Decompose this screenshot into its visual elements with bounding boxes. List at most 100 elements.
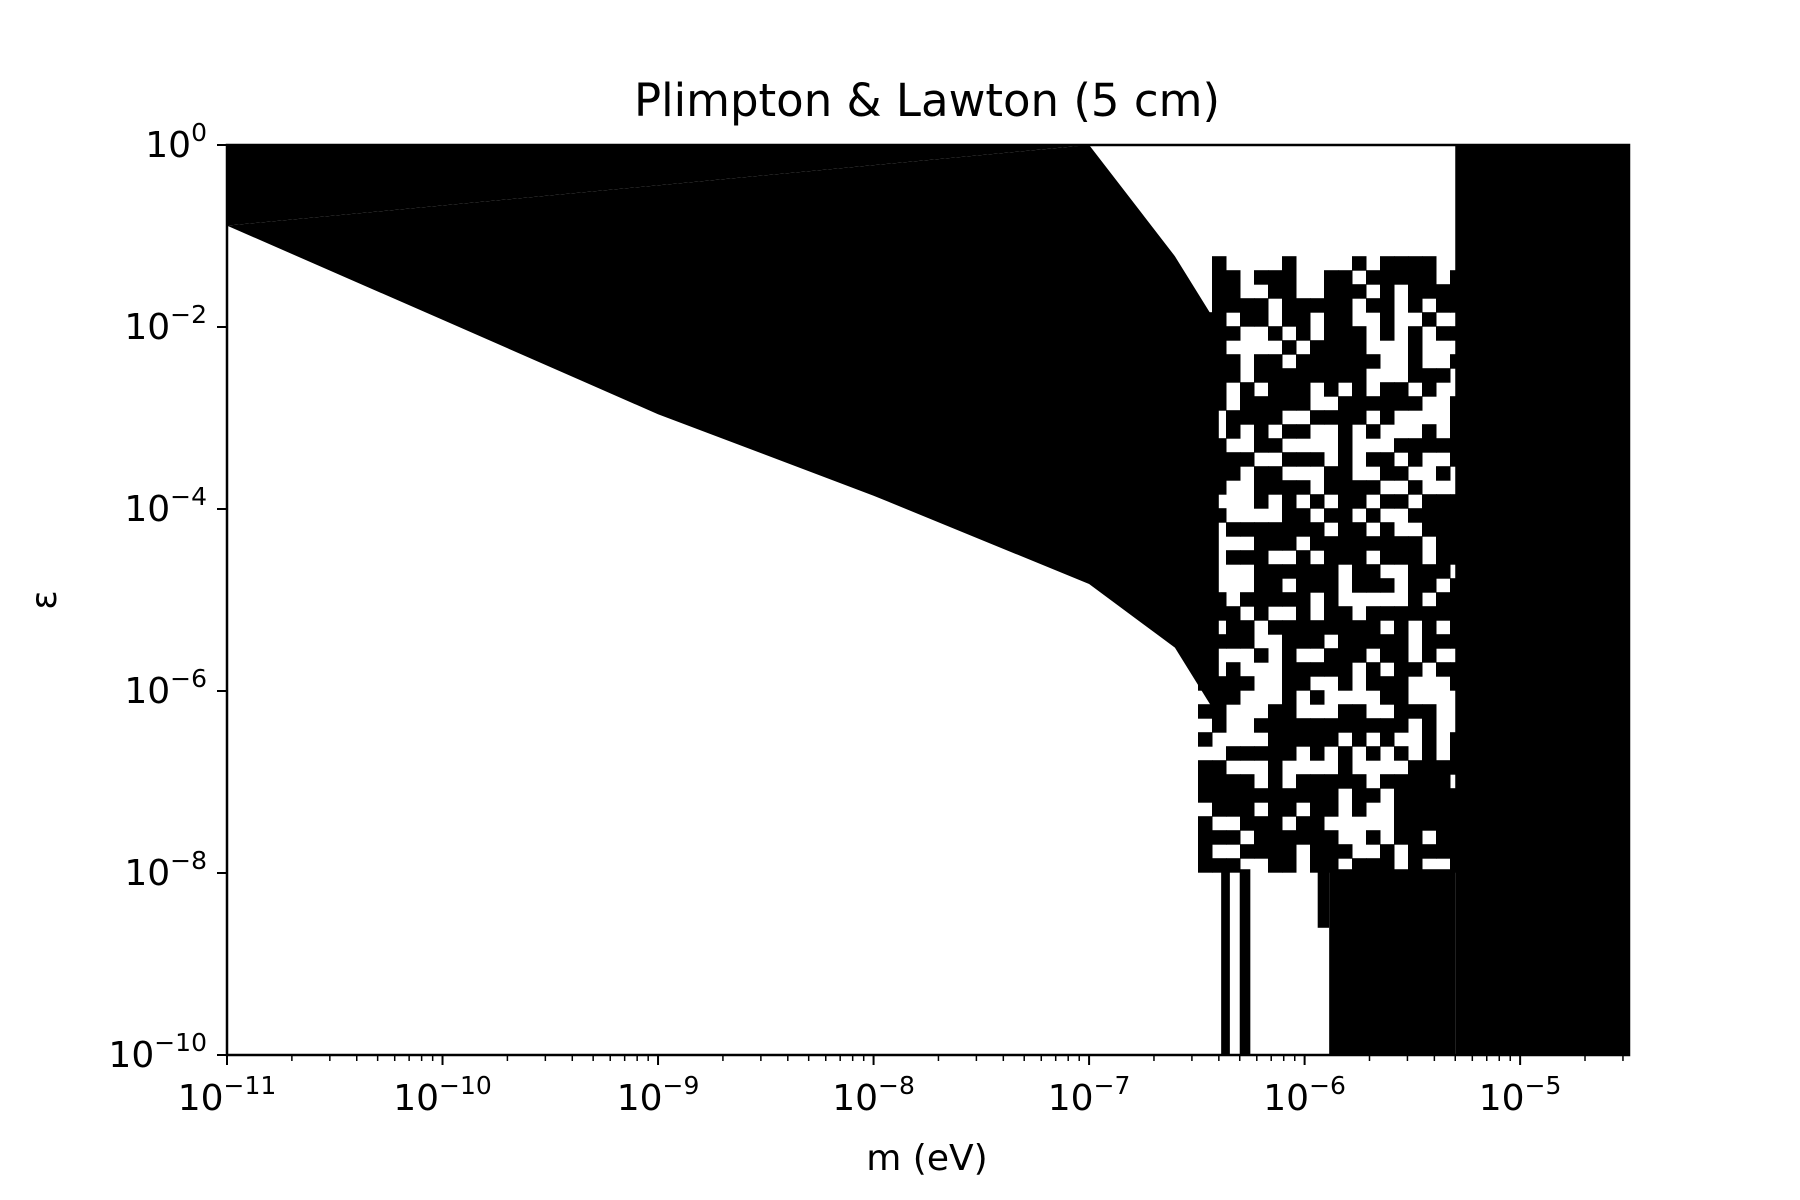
noisy-cell bbox=[1338, 284, 1353, 299]
y-tick-label: 10−10 bbox=[108, 1028, 207, 1076]
noisy-cell bbox=[1380, 522, 1395, 537]
noisy-cell bbox=[1282, 312, 1297, 327]
noisy-cell bbox=[1422, 774, 1437, 789]
noisy-cell bbox=[1352, 578, 1367, 593]
noisy-cell bbox=[1240, 774, 1255, 789]
noisy-cell bbox=[1450, 760, 1465, 775]
noisy-cell bbox=[1268, 368, 1283, 383]
noisy-cell bbox=[1450, 620, 1465, 635]
noisy-cell bbox=[1352, 564, 1367, 579]
noisy-cell bbox=[1254, 270, 1269, 285]
noisy-cell bbox=[1338, 774, 1353, 789]
noisy-cell bbox=[1380, 284, 1395, 299]
noisy-cell bbox=[1422, 494, 1437, 509]
noisy-cell bbox=[1324, 788, 1339, 803]
noisy-cell bbox=[1450, 844, 1465, 859]
noisy-cell bbox=[1310, 620, 1325, 635]
noisy-cell bbox=[1436, 284, 1451, 299]
noisy-cell bbox=[1408, 858, 1423, 873]
noisy-cell bbox=[1450, 284, 1465, 299]
noisy-cell bbox=[1226, 466, 1241, 481]
noisy-cell bbox=[1422, 844, 1437, 859]
noisy-cell bbox=[1268, 844, 1283, 859]
noisy-cell bbox=[1212, 634, 1227, 649]
noisy-cell bbox=[1296, 368, 1311, 383]
noisy-cell bbox=[1282, 536, 1297, 551]
noisy-cell bbox=[1380, 452, 1395, 467]
noisy-cell bbox=[1254, 354, 1269, 369]
noisy-cell bbox=[1352, 536, 1367, 551]
y-tick-label: 10−6 bbox=[124, 664, 207, 712]
noisy-cell bbox=[1380, 732, 1395, 747]
noisy-cell bbox=[1240, 844, 1255, 859]
noisy-cell bbox=[1268, 760, 1283, 775]
noisy-cell bbox=[1254, 592, 1269, 607]
noisy-cell bbox=[1226, 284, 1241, 299]
noisy-cell bbox=[1198, 354, 1213, 369]
noisy-cell bbox=[1254, 298, 1269, 313]
noisy-cell bbox=[1212, 326, 1227, 341]
noisy-cell bbox=[1394, 648, 1409, 663]
noisy-cell bbox=[1380, 844, 1395, 859]
noisy-cell bbox=[1380, 578, 1395, 593]
noisy-cell bbox=[1268, 578, 1283, 593]
noisy-cell bbox=[1296, 382, 1311, 397]
noisy-cell bbox=[1352, 732, 1367, 747]
noisy-cell bbox=[1394, 802, 1409, 817]
noisy-cell bbox=[1198, 368, 1213, 383]
noisy-cell bbox=[1296, 298, 1311, 313]
noisy-cell bbox=[1338, 326, 1353, 341]
noisy-cell bbox=[1324, 648, 1339, 663]
noisy-cell bbox=[1436, 536, 1451, 551]
noisy-cell bbox=[1310, 788, 1325, 803]
noisy-cell bbox=[1352, 340, 1367, 355]
noisy-cell bbox=[1268, 718, 1283, 733]
noisy-cell bbox=[1450, 550, 1465, 565]
noisy-cell bbox=[1226, 354, 1241, 369]
noisy-cell bbox=[1338, 746, 1353, 761]
noisy-cell bbox=[1268, 858, 1283, 873]
noisy-cell bbox=[1352, 634, 1367, 649]
noisy-cell bbox=[1212, 830, 1227, 845]
noisy-cell bbox=[1296, 312, 1311, 327]
noisy-cell bbox=[1226, 368, 1241, 383]
noisy-cell bbox=[1198, 830, 1213, 845]
noisy-cell bbox=[1296, 396, 1311, 411]
noisy-cell bbox=[1240, 802, 1255, 817]
noisy-cell bbox=[1352, 550, 1367, 565]
excluded-region-upper-left-strip bbox=[227, 145, 1090, 226]
noisy-cell bbox=[1282, 522, 1297, 537]
noisy-cell bbox=[1324, 662, 1339, 677]
noisy-cell bbox=[1198, 466, 1213, 481]
noisy-cell bbox=[1310, 858, 1325, 873]
noisy-cell bbox=[1198, 564, 1213, 579]
noisy-cell bbox=[1324, 382, 1339, 397]
noisy-cell bbox=[1338, 718, 1353, 733]
noisy-cell bbox=[1198, 620, 1213, 635]
noisy-cell bbox=[1352, 326, 1367, 341]
noisy-cell bbox=[1324, 410, 1339, 425]
noisy-cell bbox=[1240, 452, 1255, 467]
noisy-cell bbox=[1380, 256, 1395, 271]
noisy-cell bbox=[1436, 550, 1451, 565]
noisy-cell bbox=[1408, 270, 1423, 285]
noisy-cell bbox=[1212, 606, 1227, 621]
noisy-cell bbox=[1324, 340, 1339, 355]
excluded-region-thin-bar-2 bbox=[1239, 869, 1251, 1055]
noisy-cell bbox=[1366, 298, 1381, 313]
noisy-cell bbox=[1282, 718, 1297, 733]
noisy-cell bbox=[1352, 774, 1367, 789]
noisy-cell bbox=[1408, 550, 1423, 565]
noisy-cell bbox=[1380, 634, 1395, 649]
noisy-cell bbox=[1366, 662, 1381, 677]
noisy-cell bbox=[1450, 494, 1465, 509]
noisy-cell bbox=[1268, 704, 1283, 719]
noisy-cell bbox=[1282, 802, 1297, 817]
noisy-cell bbox=[1422, 620, 1437, 635]
noisy-cell bbox=[1240, 382, 1255, 397]
noisy-cell bbox=[1310, 536, 1325, 551]
noisy-cell bbox=[1212, 858, 1227, 873]
noisy-cell bbox=[1310, 578, 1325, 593]
noisy-cell bbox=[1408, 508, 1423, 523]
noisy-cell bbox=[1394, 634, 1409, 649]
